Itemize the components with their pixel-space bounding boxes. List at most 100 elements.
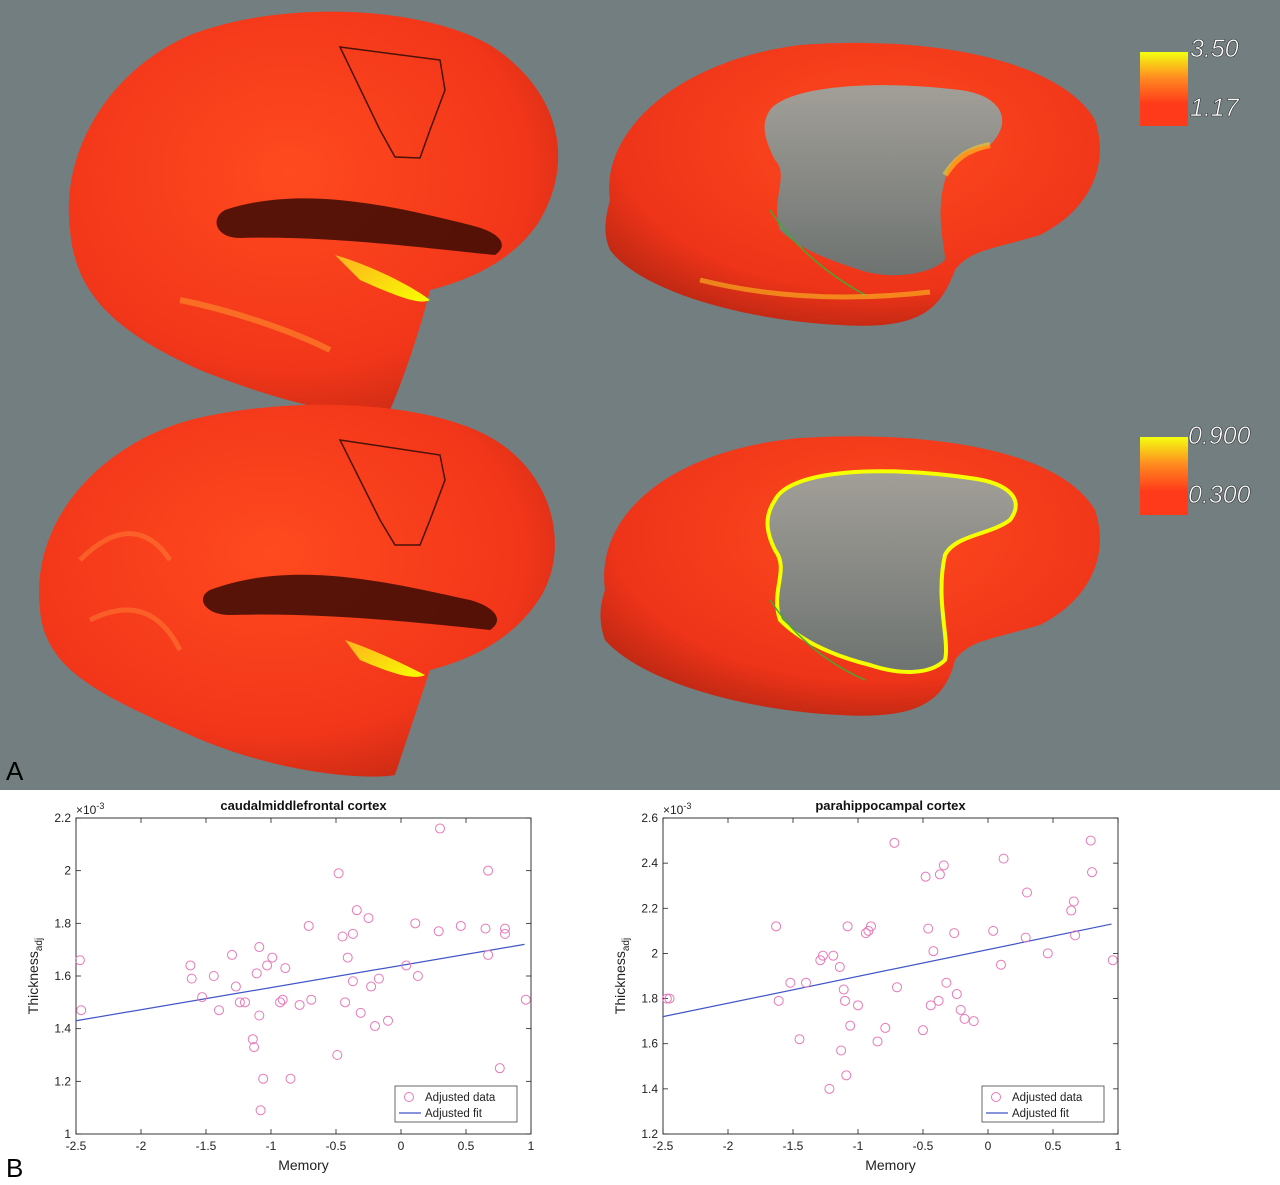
data-point	[918, 1025, 928, 1036]
data-point	[347, 928, 358, 939]
data-point	[347, 976, 358, 987]
data-point	[251, 968, 262, 979]
legend-fit-label: Adjusted fit	[425, 1108, 483, 1120]
data-point	[435, 823, 445, 834]
data-point	[1066, 905, 1077, 916]
data-point	[355, 1007, 366, 1018]
data-point	[1107, 955, 1118, 966]
y-tick-label: 2	[64, 864, 71, 878]
y-axis-label: Thicknessadj	[612, 938, 632, 1014]
data-point	[824, 1083, 835, 1094]
y-tick-label: 1.2	[54, 1074, 71, 1088]
data-point	[373, 973, 384, 984]
data-point	[866, 921, 876, 932]
data-point	[240, 997, 250, 1008]
data-point	[366, 981, 377, 992]
data-point	[351, 905, 362, 916]
y-tick-label: 1.6	[54, 969, 71, 983]
x-tick-label: -2.5	[66, 1139, 87, 1153]
data-point	[74, 955, 85, 966]
y-tick-label: 1.6	[641, 1037, 658, 1051]
data-point	[1020, 932, 1031, 943]
data-point	[959, 1013, 970, 1024]
x-axis-label: Memory	[278, 1157, 329, 1173]
data-point	[860, 928, 871, 939]
x-tick-label: -1	[853, 1139, 864, 1153]
data-point	[483, 949, 494, 960]
legend-fit-label: Adjusted fit	[1012, 1108, 1070, 1120]
data-point	[845, 1020, 856, 1031]
data-point	[853, 1000, 863, 1011]
legend-data-label: Adjusted data	[425, 1092, 496, 1104]
colorbar-bottom-min-label: 0.300	[1188, 481, 1251, 509]
data-point	[401, 960, 412, 971]
data-point	[254, 1010, 265, 1021]
data-point	[834, 961, 845, 972]
data-point	[294, 999, 305, 1010]
x-tick-label: -1.5	[783, 1139, 804, 1153]
data-point	[370, 1021, 380, 1032]
x-tick-label: 0	[398, 1139, 405, 1153]
data-point	[255, 1105, 266, 1116]
data-point	[280, 963, 291, 974]
y-axis-exponent: ×10-3	[663, 801, 691, 817]
data-point	[249, 1042, 260, 1053]
x-tick-label: 0.5	[1045, 1139, 1062, 1153]
fit-line	[75, 943, 525, 1022]
data-point	[185, 960, 196, 971]
data-point	[928, 946, 939, 957]
data-point	[1042, 948, 1053, 959]
data-point	[1087, 867, 1097, 878]
chart-title: parahippocampal cortex	[815, 798, 966, 813]
panel-a-brain-renderings: 3.50 1.17 0.900 0.300 A	[0, 0, 1280, 790]
x-tick-label: -2.5	[653, 1139, 674, 1153]
data-point	[842, 921, 853, 932]
plot-area	[662, 817, 1119, 1135]
data-point	[433, 926, 444, 937]
data-point	[933, 995, 944, 1006]
data-point	[363, 913, 374, 924]
data-point	[340, 997, 351, 1008]
brain-lateral-bottom	[39, 404, 555, 777]
colorbar-top-min-label: 1.17	[1190, 94, 1240, 122]
colorbar-top: 3.50 1.17	[1140, 35, 1240, 126]
data-point	[941, 977, 952, 988]
data-point	[664, 993, 675, 1004]
data-point	[934, 869, 945, 880]
data-point	[996, 959, 1006, 970]
data-point	[230, 981, 241, 992]
x-tick-label: -2	[136, 1139, 147, 1153]
data-point	[949, 928, 960, 939]
data-point	[383, 1015, 393, 1026]
x-tick-label: 1	[528, 1139, 535, 1153]
legend-data-label: Adjusted data	[1012, 1092, 1083, 1104]
y-tick-label: 2	[651, 946, 658, 960]
data-point	[480, 923, 491, 934]
legend-box	[981, 1085, 1105, 1123]
x-tick-label: 0.5	[458, 1139, 475, 1153]
data-point	[412, 971, 423, 981]
data-point	[988, 925, 999, 936]
data-point	[306, 994, 317, 1005]
y-tick-label: 1.8	[54, 916, 71, 930]
plot-area	[75, 817, 532, 1135]
panel-b-letter: B	[6, 1153, 24, 1183]
y-tick-label: 1	[64, 1127, 71, 1141]
data-point	[342, 952, 353, 963]
colorbar-top-max-label: 3.50	[1190, 35, 1239, 63]
brain-medial-top	[605, 42, 1100, 326]
x-tick-label: -0.5	[326, 1139, 347, 1153]
y-axis-exponent: ×10-3	[76, 801, 104, 817]
data-point	[76, 1005, 87, 1016]
data-point	[840, 995, 850, 1006]
y-tick-label: 1.4	[54, 1022, 71, 1036]
data-point	[661, 993, 672, 1004]
data-point	[208, 971, 219, 981]
data-point	[920, 871, 931, 882]
scatter-chart-parahippocampal: -2.5 -2 -1.5 -1 -0.5 0 0.5 1 1.2 1.4 1.6 1.8 2 2.2 2.4…	[612, 798, 1122, 1173]
colorbar-bottom: 0.900 0.300	[1140, 422, 1251, 515]
data-point	[410, 918, 421, 929]
x-tick-label: -2	[723, 1139, 734, 1153]
data-point	[214, 1005, 224, 1016]
data-point	[1068, 896, 1079, 907]
